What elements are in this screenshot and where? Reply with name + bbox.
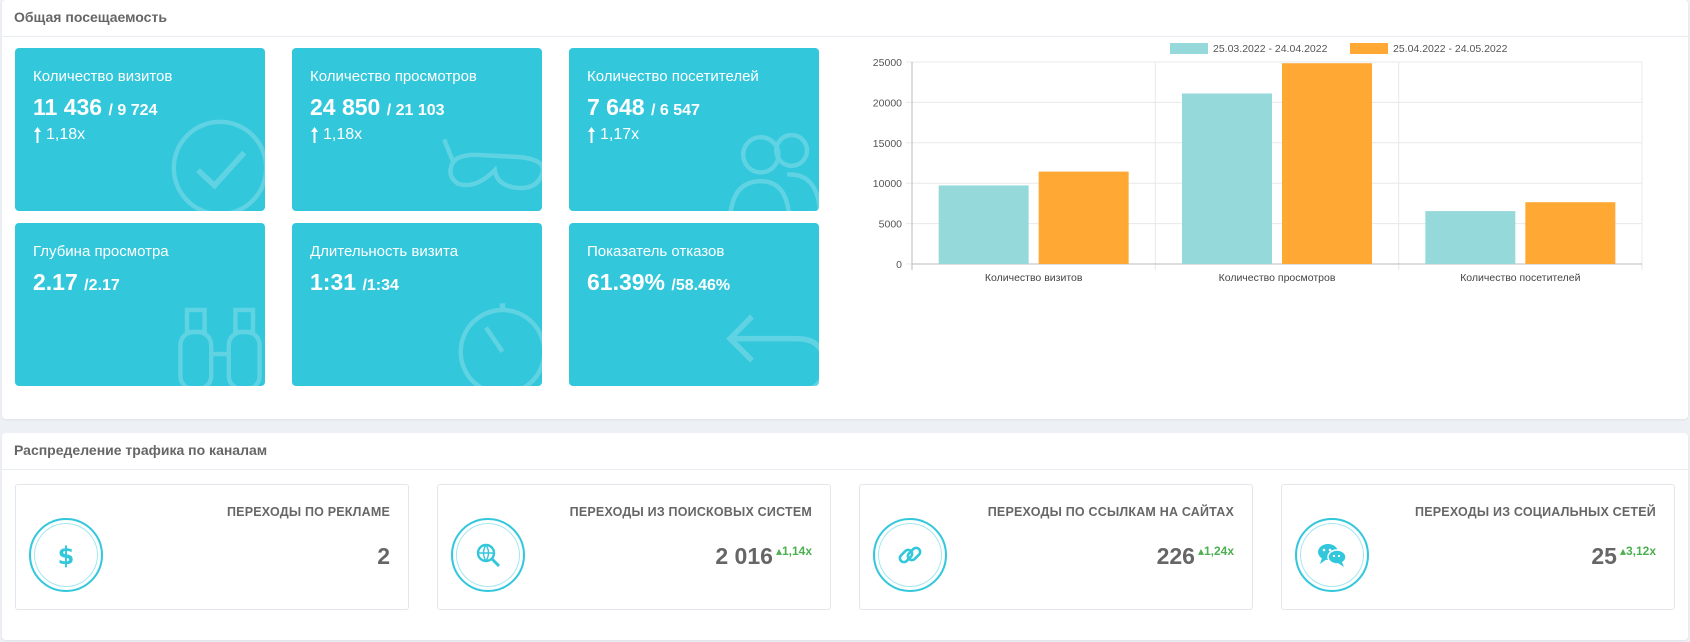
tile-label: Количество визитов [33,68,173,85]
y-tick-label: 15000 [873,138,902,150]
tile-prev: /1:34 [362,277,399,294]
card-growth: ▴1,14x [775,544,812,558]
card-title: ПЕРЕХОДЫ ПО РЕКЛАМЕ [226,505,390,519]
y-tick-label: 0 [896,259,902,271]
card-ads[interactable]: ПЕРЕХОДЫ ПО РЕКЛАМЕ $ 2 [15,484,409,610]
caret-up-icon: ▴ [1619,544,1626,558]
glasses-icon [442,138,542,191]
attendance-title: Общая посещаемость [2,0,1688,37]
tile-value: 61.39% /58.46% [587,269,731,295]
users-icon [728,132,819,211]
tile-prev: / 9 724 [108,102,158,119]
tile-duration[interactable]: Длительность визита 1:31 /1:34 [292,223,542,386]
card-social[interactable]: ПЕРЕХОДЫ ИЗ СОЦИАЛЬНЫХ СЕТЕЙ 25 ▴3,12x [1281,484,1675,610]
tile-prev: /2.17 [84,277,120,294]
legend-swatch [1350,43,1388,54]
y-tick-label: 5000 [879,219,903,231]
card-value: 226 ▴1,24x [1156,543,1234,569]
link-icon [873,518,947,592]
tile-value: 24 850 / 21 103 [310,94,445,120]
tile-label: Показатель отказов [587,243,725,260]
tile-value: 11 436 / 9 724 [33,94,158,120]
arrow-up-icon [588,127,595,143]
return-arrow-icon [726,314,819,386]
card-links[interactable]: ПЕРЕХОДЫ ПО ССЫЛКАМ НА САЙТАХ 226 ▴1,24x [859,484,1253,610]
attendance-chart: 0 5000 10000 15000 20000 25000 Количество визи… [873,43,1643,284]
tile-prev: /58.46% [671,277,731,294]
x-tick-label: Количество просмотров [1219,272,1336,284]
card-title: ПЕРЕХОДЫ ИЗ ПОИСКОВЫХ СИСТЕМ [569,505,812,519]
bar [1038,171,1129,264]
attendance-panel: Общая посещаемость Количество визитов 11… [2,0,1688,419]
card-value: 2 016 ▴1,14x [715,543,812,569]
card-growth: ▴3,12x [1619,544,1656,558]
x-tick-label: Количество визитов [985,272,1083,284]
caret-up-icon: ▴ [775,544,782,558]
stopwatch-icon [458,303,542,386]
bar [938,185,1029,264]
legend-label: 25.03.2022 - 24.04.2022 [1213,43,1328,55]
tile-ratio: 1,18x [33,126,85,144]
y-tick-label: 25000 [873,57,902,69]
tile-prev: / 21 103 [386,102,445,119]
tile-ratio: 1,17x [587,126,639,144]
chat-bubbles-icon [1295,518,1369,592]
traffic-title: Распределение трафика по каналам [2,433,1688,470]
y-tick-label: 10000 [873,178,902,190]
tile-bounce[interactable]: Показатель отказов 61.39% /58.46% [569,223,819,386]
tile-label: Глубина просмотра [33,243,169,260]
tile-value: 7 648 / 6 547 [587,94,700,120]
traffic-panel: Распределение трафика по каналам ПЕРЕХОД… [2,433,1688,640]
bar [1182,93,1272,264]
card-search[interactable]: ПЕРЕХОДЫ ИЗ ПОИСКОВЫХ СИСТЕМ 2 016 ▴1,14x [437,484,831,610]
tile-ratio: 1,18x [310,126,362,144]
binoculars-icon [178,307,262,386]
legend-label: 25.04.2022 - 24.05.2022 [1393,43,1508,55]
tile-prev: / 6 547 [650,102,700,119]
bar [1525,202,1616,264]
bar [1425,211,1516,264]
legend-swatch [1170,43,1208,54]
bar [1282,63,1372,264]
tile-visitors[interactable]: Количество посетителей 7 648 / 6 547 1,1… [569,48,819,211]
caret-up-icon: ▴ [1197,544,1204,558]
arrow-up-icon [34,127,41,143]
arrow-up-icon [311,127,318,143]
svg-text:$: $ [58,542,75,570]
x-tick-label: Количество посетителей [1460,272,1580,284]
tile-label: Длительность визита [310,243,459,260]
tile-value: 2.17 /2.17 [33,269,120,295]
card-title: ПЕРЕХОДЫ ПО ССЫЛКАМ НА САЙТАХ [987,505,1234,519]
y-tick-label: 20000 [873,97,902,109]
card-title: ПЕРЕХОДЫ ИЗ СОЦИАЛЬНЫХ СЕТЕЙ [1415,505,1656,519]
tile-label: Количество посетителей [587,68,759,85]
tile-label: Количество просмотров [310,68,477,85]
card-value: 2 [377,543,390,569]
dollar-icon: $ [29,518,103,592]
tile-views[interactable]: Количество просмотров 24 850 / 21 103 1,… [292,48,542,211]
card-growth: ▴1,24x [1197,544,1234,558]
tile-visits[interactable]: Количество визитов 11 436 / 9 724 1,18x [15,48,265,211]
tile-depth[interactable]: Глубина просмотра 2.17 /2.17 [15,223,265,386]
checkmark-icon [171,119,265,211]
search-globe-icon [451,518,525,592]
tile-value: 1:31 /1:34 [310,269,399,295]
card-value: 25 ▴3,12x [1591,543,1656,569]
